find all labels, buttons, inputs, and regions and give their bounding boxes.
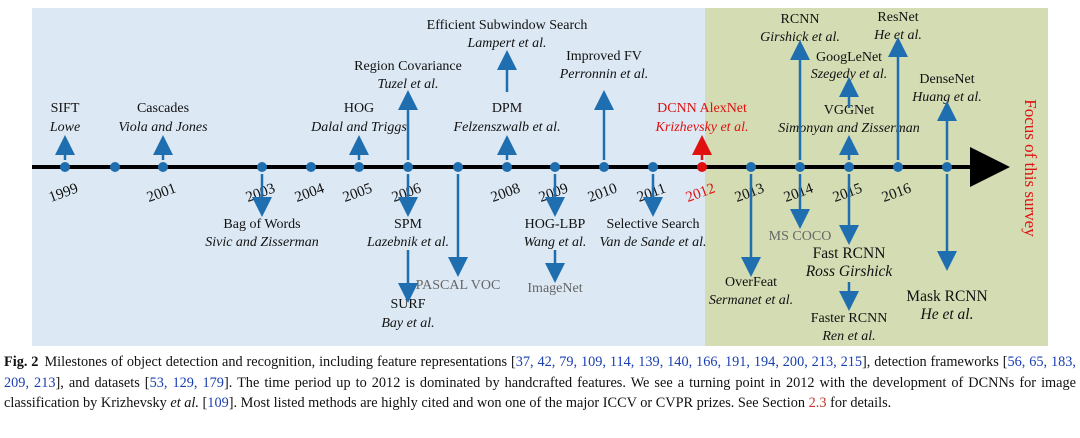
- axis-dot: [893, 162, 903, 172]
- milestone-authors: Ross Girshick: [805, 263, 894, 280]
- milestone-label: Cascades: [137, 101, 189, 116]
- milestone-authors: Huang et al.: [911, 90, 982, 105]
- axis-dot: [453, 162, 463, 172]
- axis-dot: [746, 162, 756, 172]
- caption-text: Milestones of object detection and recog…: [44, 354, 516, 370]
- caption-text: et al.: [170, 395, 199, 411]
- milestone-authors: Perronnin et al.: [559, 67, 649, 82]
- handcrafted-region: [32, 8, 705, 346]
- milestone-label: Faster RCNN: [811, 311, 888, 326]
- axis-dot: [942, 162, 952, 172]
- caption-text: for details.: [826, 395, 892, 411]
- milestone-label: HOG-LBP: [525, 217, 586, 232]
- milestone-authors: Felzenszwalb et al.: [453, 120, 561, 135]
- milestone-label: RCNN: [781, 12, 820, 27]
- milestone-authors: Van de Sande et al.: [600, 235, 707, 250]
- axis-dot: [599, 162, 609, 172]
- milestone-label: ImageNet: [527, 281, 582, 296]
- milestone-authors: Viola and Jones: [118, 120, 208, 135]
- milestone-label: SPM: [394, 217, 423, 232]
- milestone-authors: Dalal and Triggs: [310, 120, 407, 135]
- axis-dot: [844, 162, 854, 172]
- milestone-authors: Girshick et al.: [760, 30, 840, 45]
- axis-dot: [354, 162, 364, 172]
- milestone-label: HOG: [344, 101, 374, 116]
- milestone-authors: He et al.: [873, 28, 922, 43]
- caption-text: 53, 129, 179: [149, 374, 224, 391]
- axis-dot: [550, 162, 560, 172]
- axis-dot: [502, 162, 512, 172]
- milestone-label: Selective Search: [607, 217, 700, 232]
- milestone-label: OverFeat: [725, 275, 777, 290]
- milestone-authors: He et al.: [920, 306, 974, 323]
- caption-text: [: [198, 395, 208, 411]
- milestone-label: VGGNet: [824, 103, 875, 118]
- axis-dot: [158, 162, 168, 172]
- milestone-label: SURF: [390, 297, 425, 312]
- milestone-label: PASCAL VOC: [416, 278, 501, 293]
- milestone-label: MS COCO: [769, 229, 832, 244]
- milestone-authors: Sermanet et al.: [709, 293, 793, 308]
- caption-text: ]. The time period up to 2012 is dominat…: [4, 374, 1077, 412]
- caption-text: ]. Most listed methods are highly cited …: [228, 395, 809, 411]
- caption-text: 56, 65, 183, 209, 213: [4, 354, 1076, 391]
- milestone-authors: Lampert et al.: [467, 36, 547, 51]
- milestone-authors: Tuzel et al.: [377, 77, 438, 92]
- axis-dot: [403, 162, 413, 172]
- caption: Fig. 2 Milestones of object detection and…: [4, 352, 1076, 414]
- milestone-label: DCNN AlexNet: [657, 101, 747, 116]
- axis-dot: [306, 162, 316, 172]
- milestone-label: SIFT: [51, 101, 80, 116]
- milestone-label: GoogLeNet: [816, 50, 882, 65]
- axis-dot-2012: [697, 162, 707, 172]
- milestone-label: Bag of Words: [223, 217, 300, 232]
- milestone-label: ResNet: [877, 10, 918, 25]
- milestone-authors: Wang et al.: [524, 235, 587, 250]
- milestone-authors: Sivic and Zisserman: [205, 235, 319, 250]
- milestone-authors: Krizhevsky et al.: [655, 120, 749, 135]
- milestone-authors: Bay et al.: [381, 316, 434, 331]
- side-label: Focus of this survey: [1021, 99, 1040, 237]
- milestone-label: DPM: [492, 101, 523, 116]
- milestone-label: DenseNet: [919, 72, 974, 87]
- milestone-label: Region Covariance: [354, 59, 462, 74]
- axis-dot: [648, 162, 658, 172]
- caption-text: 2.3: [808, 395, 827, 411]
- axis-dot: [60, 162, 70, 172]
- milestone-label: Efficient Subwindow Search: [427, 18, 588, 33]
- axis-dot: [795, 162, 805, 172]
- caption-text: ], and datasets [: [55, 374, 150, 391]
- caption-text: ], detection frameworks [: [862, 354, 1008, 370]
- caption-label: Fig. 2: [4, 354, 39, 370]
- milestone-authors: Lazebnik et al.: [366, 235, 449, 250]
- axis-dot: [110, 162, 120, 172]
- timeline-figure: Focus of this survey 1999 2001 2003 2004 200…: [32, 8, 1048, 346]
- milestone-authors: Simonyan and Zisserman: [778, 121, 920, 136]
- axis-dot: [257, 162, 267, 172]
- milestone-authors: Lowe: [49, 120, 80, 135]
- caption-text: 109: [207, 395, 229, 411]
- milestone-label: Mask RCNN: [906, 288, 987, 305]
- milestone-authors: Szegedy et al.: [811, 67, 888, 82]
- caption-text: 37, 42, 79, 109, 114, 139, 140, 166, 191…: [515, 354, 863, 370]
- milestone-label: Improved FV: [566, 49, 642, 64]
- milestone-label: Fast RCNN: [813, 245, 886, 262]
- milestone-authors: Ren et al.: [821, 329, 875, 344]
